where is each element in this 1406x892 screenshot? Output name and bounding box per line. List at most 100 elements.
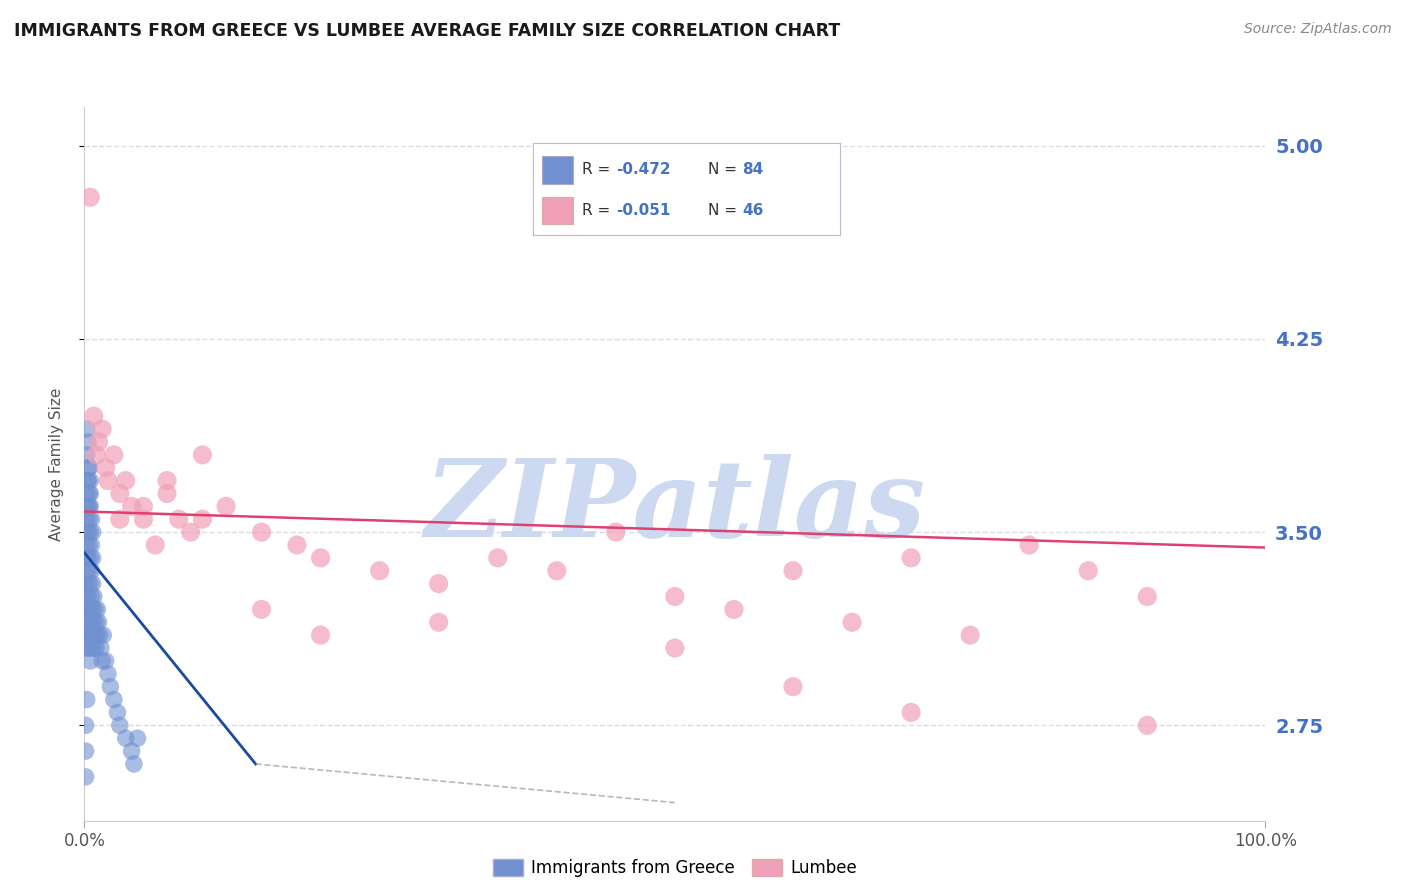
Point [77, 500, 100, 514]
Point [76, 692, 98, 706]
Point [97, 666, 120, 681]
Point [1077, 564, 1099, 578]
Point [285, 538, 308, 552]
Text: 84: 84 [742, 162, 763, 178]
Point [782, 680, 804, 694]
Legend: Immigrants from Greece, Lumbee: Immigrants from Greece, Lumbee [486, 852, 863, 884]
Point [77, 628, 100, 642]
Point [77, 576, 100, 591]
Point [191, 448, 214, 462]
Text: IMMIGRANTS FROM GREECE VS LUMBEE AVERAGE FAMILY SIZE CORRELATION CHART: IMMIGRANTS FROM GREECE VS LUMBEE AVERAGE… [14, 22, 841, 40]
Point [76, 615, 98, 630]
Text: N =: N = [709, 203, 742, 218]
Point [83, 615, 105, 630]
Point [122, 756, 145, 771]
Point [75, 718, 97, 732]
Point [1136, 718, 1159, 732]
Point [94, 460, 117, 475]
Point [121, 744, 143, 758]
Point [91, 628, 114, 642]
Point [76, 538, 98, 552]
Point [79, 576, 101, 591]
Point [82, 602, 104, 616]
Point [75, 500, 97, 514]
Point [98, 680, 121, 694]
Point [959, 628, 981, 642]
Point [75, 744, 97, 758]
Point [83, 590, 105, 604]
Text: R =: R = [582, 162, 616, 178]
Point [77, 512, 100, 526]
Bar [543, 156, 574, 184]
Text: Source: ZipAtlas.com: Source: ZipAtlas.com [1244, 22, 1392, 37]
Point [486, 550, 509, 565]
Point [114, 731, 136, 746]
Point [77, 590, 100, 604]
Point [79, 525, 101, 540]
Point [80, 512, 103, 526]
Point [83, 640, 105, 655]
Point [77, 460, 100, 475]
Point [86, 602, 108, 616]
Point [76, 512, 98, 526]
Y-axis label: Average Family Size: Average Family Size [49, 387, 63, 541]
Point [89, 628, 111, 642]
Point [75, 602, 97, 616]
Point [77, 525, 100, 540]
Point [900, 706, 922, 720]
Point [841, 615, 863, 630]
Point [156, 486, 179, 500]
Point [84, 615, 107, 630]
Point [79, 550, 101, 565]
Point [79, 602, 101, 616]
Point [77, 640, 100, 655]
Point [77, 538, 100, 552]
Point [80, 538, 103, 552]
Point [84, 628, 107, 642]
Point [723, 602, 745, 616]
Point [77, 474, 100, 488]
Point [82, 628, 104, 642]
Point [309, 550, 332, 565]
Point [77, 564, 100, 578]
Point [80, 590, 103, 604]
Point [82, 525, 104, 540]
Point [75, 628, 97, 642]
Point [75, 770, 97, 784]
Point [87, 434, 110, 449]
Point [1136, 590, 1159, 604]
Point [180, 525, 202, 540]
Point [80, 615, 103, 630]
Point [91, 422, 114, 436]
Point [127, 731, 149, 746]
Point [84, 448, 107, 462]
Point [77, 434, 100, 449]
Text: -0.472: -0.472 [616, 162, 671, 178]
Point [77, 460, 100, 475]
Point [250, 525, 273, 540]
Point [76, 486, 98, 500]
Point [77, 628, 100, 642]
Text: N =: N = [709, 162, 742, 178]
Point [83, 409, 105, 424]
Point [75, 576, 97, 591]
Point [80, 564, 103, 578]
Point [427, 576, 450, 591]
Bar [543, 196, 574, 225]
Point [79, 190, 101, 204]
Point [132, 500, 155, 514]
Point [1018, 538, 1040, 552]
Point [309, 628, 332, 642]
Point [75, 525, 97, 540]
Point [87, 615, 110, 630]
Point [132, 512, 155, 526]
Point [77, 602, 100, 616]
Point [368, 564, 391, 578]
Point [77, 615, 100, 630]
Point [77, 550, 100, 565]
Point [84, 640, 107, 655]
Point [75, 550, 97, 565]
Point [77, 474, 100, 488]
Point [76, 640, 98, 655]
Point [77, 486, 100, 500]
